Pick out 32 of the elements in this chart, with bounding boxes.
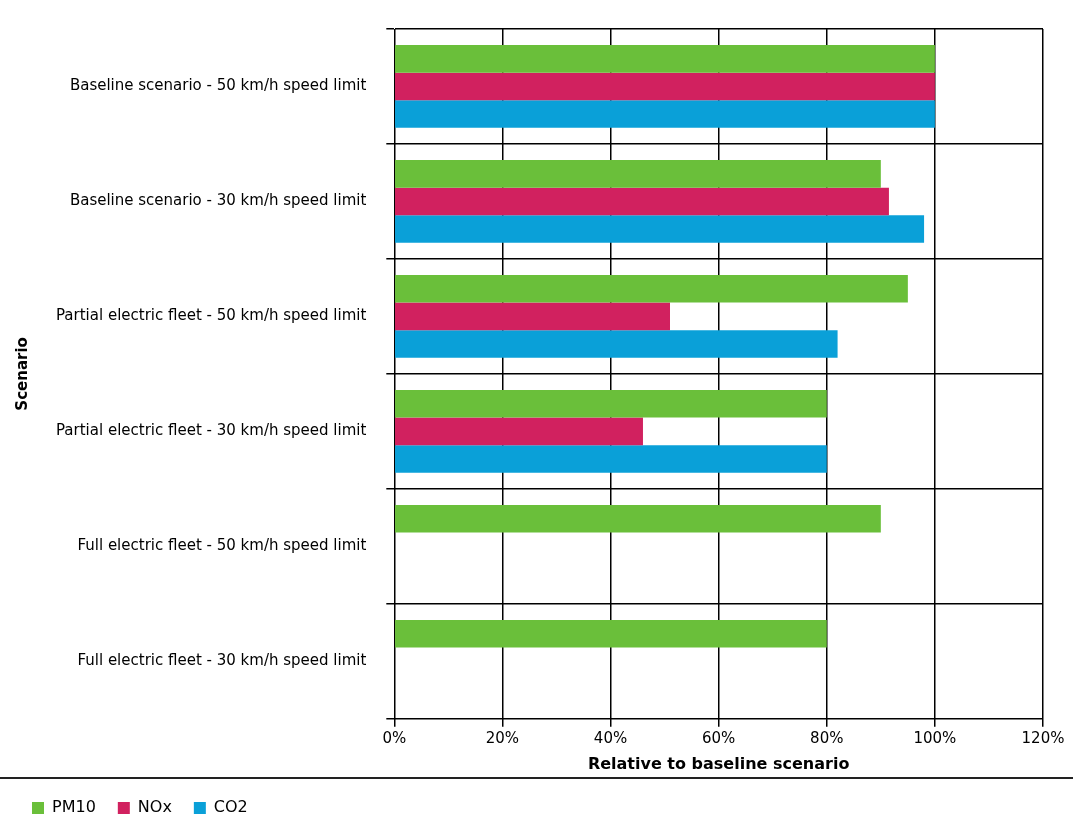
bar — [395, 72, 935, 101]
x-tick-label: 0% — [382, 728, 407, 747]
bar — [395, 45, 935, 73]
x-tick-label: 20% — [485, 728, 520, 747]
x-tick-label: 60% — [701, 728, 736, 747]
bar — [395, 445, 827, 473]
y-tick-label: Baseline scenario - 50 km/h speed limit — [69, 76, 367, 95]
bar — [395, 417, 643, 446]
bar — [395, 100, 935, 128]
x-axis-title: Relative to baseline scenario — [587, 753, 850, 773]
legend-label: PM10 — [52, 797, 96, 817]
y-tick-label: Full electric fleet - 30 km/h speed limit — [77, 651, 367, 670]
y-tick-label: Full electric fleet - 50 km/h speed limit — [77, 536, 367, 555]
x-tick-label: 120% — [1021, 728, 1065, 747]
y-tick-label: Partial electric fleet - 30 km/h speed limit — [55, 421, 367, 440]
y-tick-label: Partial electric fleet - 50 km/h speed limit — [55, 306, 367, 325]
bar — [395, 330, 838, 358]
bar — [395, 215, 925, 243]
legend-label: NOx — [137, 797, 172, 817]
x-tick-label: 40% — [593, 728, 628, 747]
bar — [395, 390, 827, 418]
bar — [395, 619, 827, 648]
y-tick-label: Baseline scenario - 30 km/h speed limit — [69, 191, 367, 210]
bar — [395, 275, 908, 303]
legend-label: CO2 — [213, 797, 248, 817]
bar — [395, 187, 889, 216]
y-axis-title: Scenario — [12, 337, 31, 411]
bar — [395, 160, 881, 188]
x-tick-label: 80% — [810, 728, 844, 747]
bar — [395, 504, 881, 533]
x-tick-label: 100% — [913, 728, 957, 747]
bar — [395, 302, 670, 331]
